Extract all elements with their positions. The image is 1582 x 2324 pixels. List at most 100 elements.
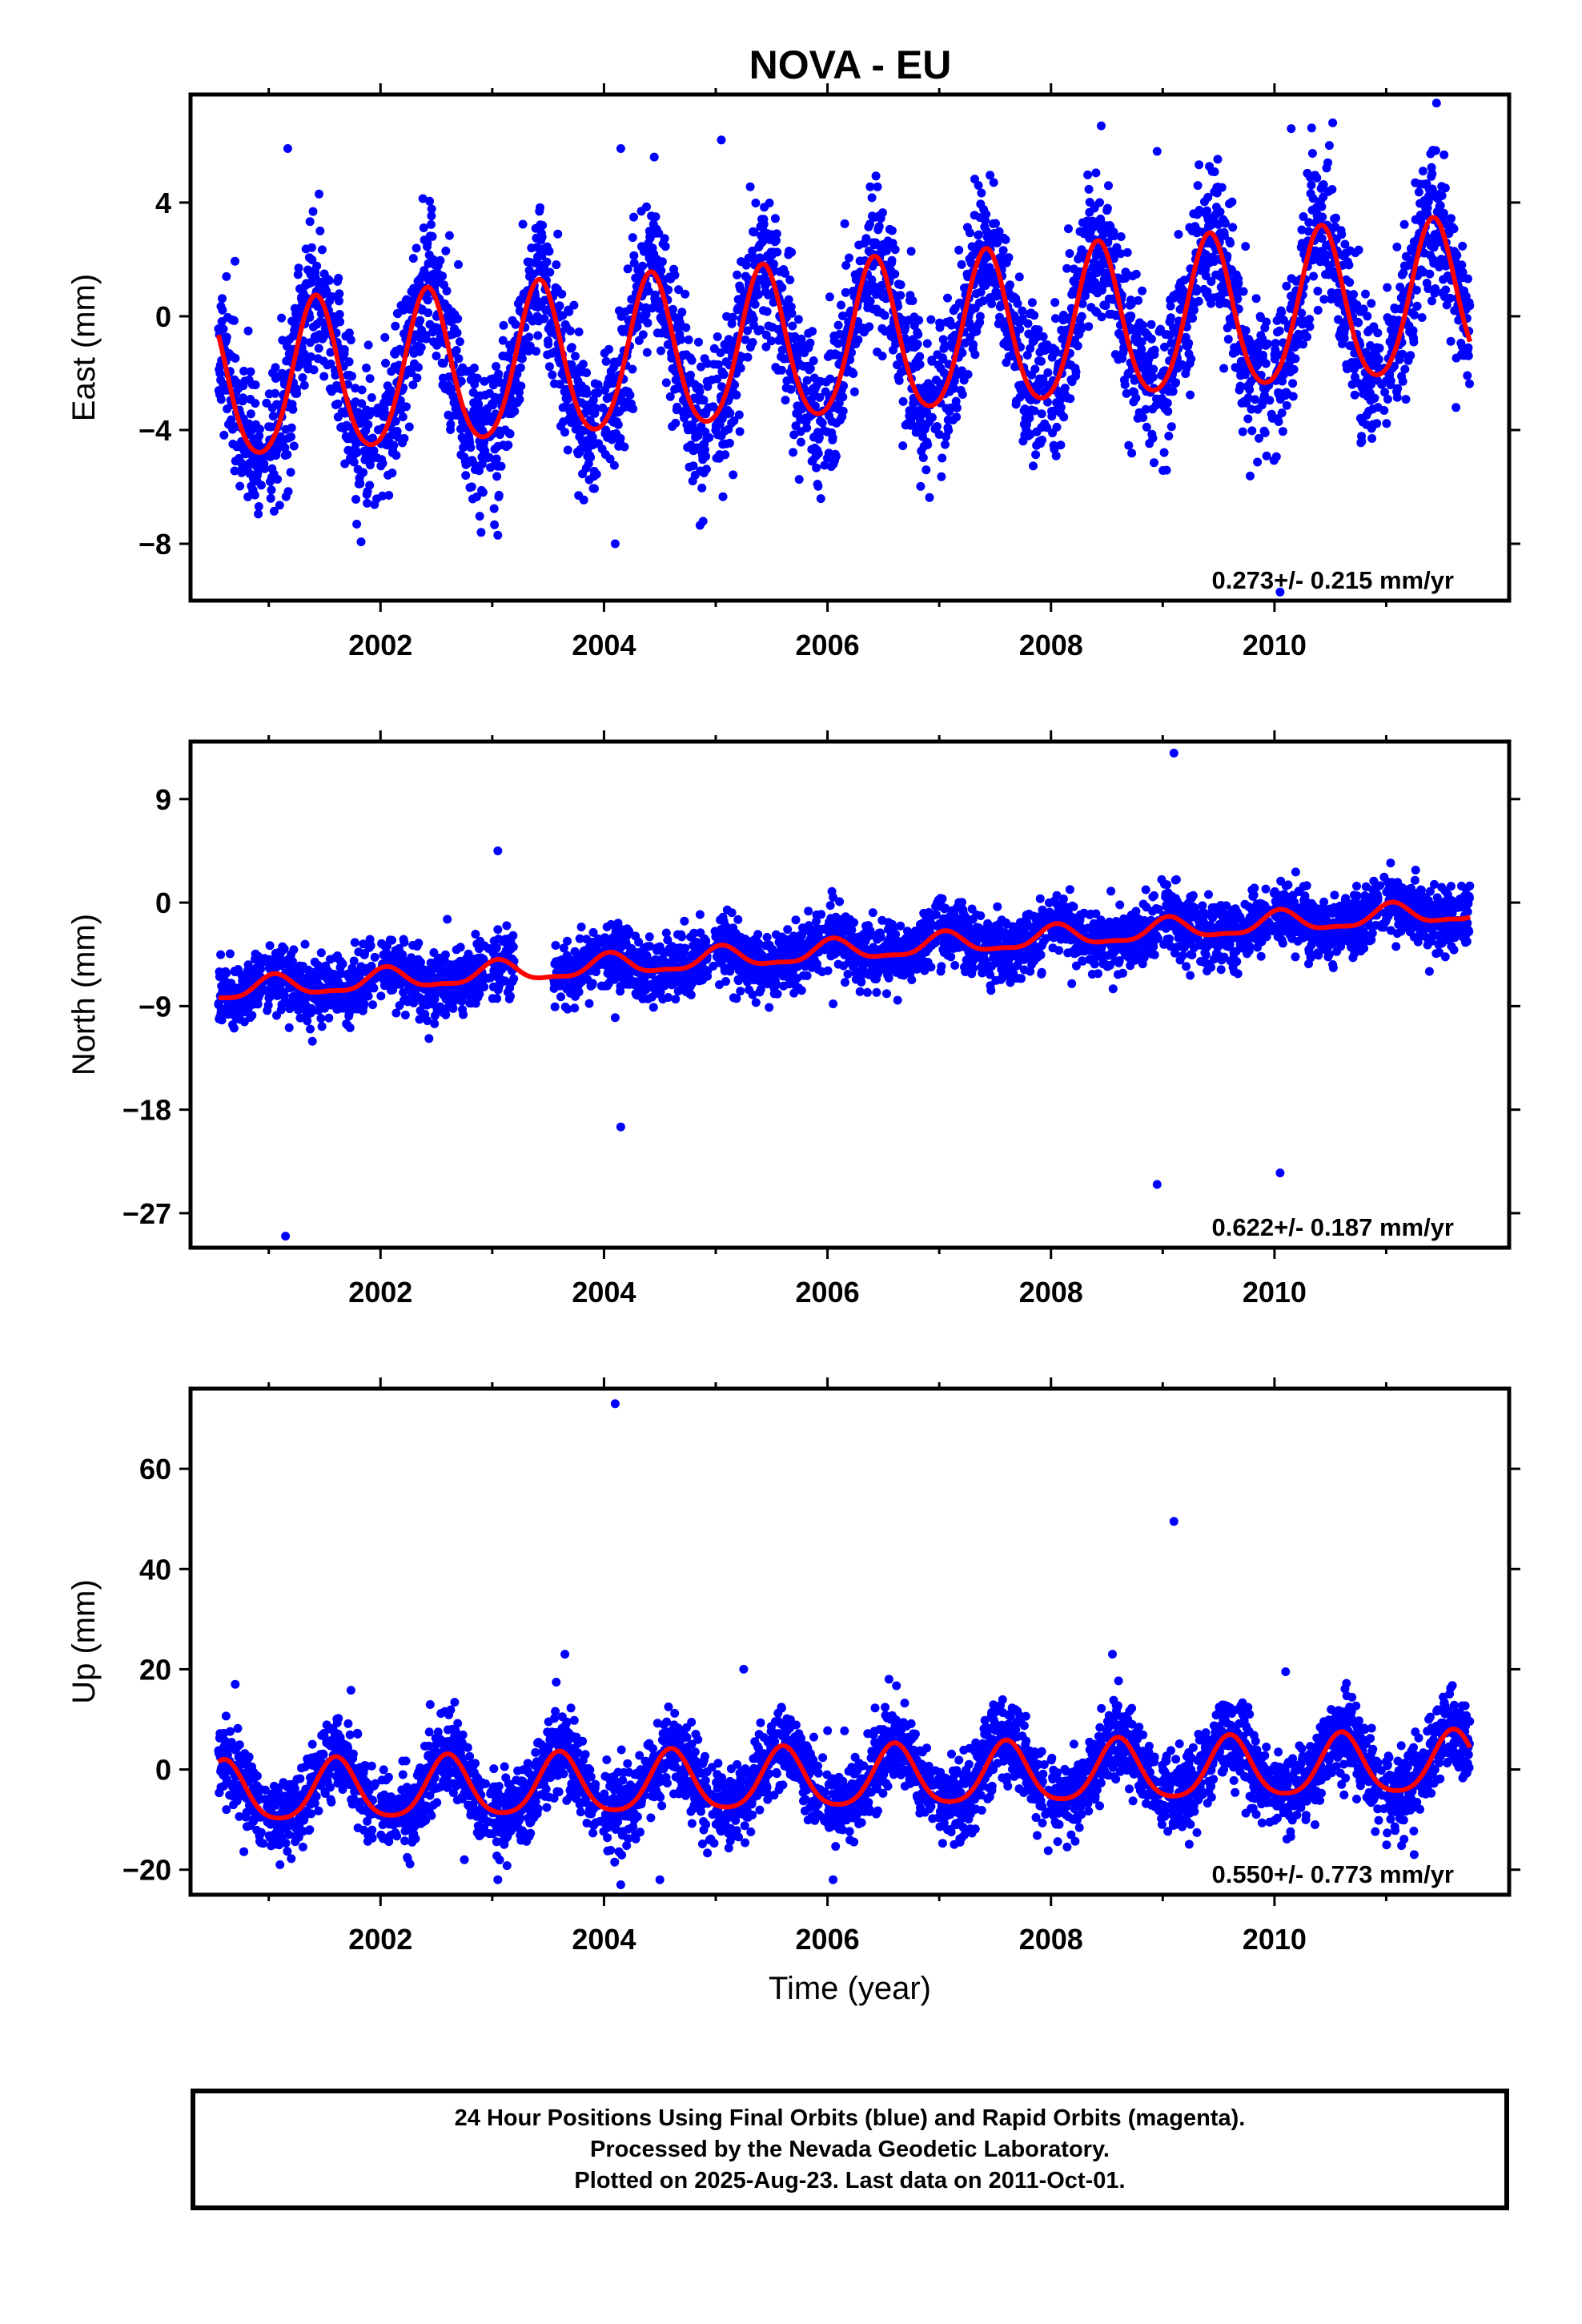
data-point <box>492 362 500 371</box>
data-point <box>1447 214 1456 223</box>
data-point <box>578 360 588 369</box>
data-point <box>805 364 815 373</box>
data-point <box>1380 388 1390 397</box>
data-point <box>218 305 227 315</box>
data-point <box>428 231 437 241</box>
data-point <box>1184 339 1194 348</box>
data-point <box>730 380 740 389</box>
data-point <box>1446 336 1456 346</box>
data-point <box>1116 249 1126 259</box>
data-point <box>1051 348 1061 357</box>
data-point <box>306 1024 315 1034</box>
data-point <box>1319 180 1328 189</box>
data-point <box>1168 387 1178 396</box>
data-point <box>334 273 343 283</box>
data-point <box>926 315 936 324</box>
data-point <box>588 395 598 404</box>
data-point <box>697 483 707 493</box>
data-point <box>1367 434 1377 443</box>
data-point <box>1304 227 1313 236</box>
data-point <box>642 348 652 357</box>
data-point <box>493 925 503 935</box>
data-point <box>1458 241 1468 251</box>
outlier-point <box>1097 121 1106 131</box>
data-point <box>676 318 685 328</box>
data-point <box>1411 285 1421 295</box>
data-point <box>638 261 647 271</box>
data-point <box>427 219 436 229</box>
data-point <box>918 453 928 462</box>
data-point <box>741 335 750 344</box>
data-point <box>227 415 236 424</box>
outlier-point <box>1275 587 1285 597</box>
data-point <box>989 178 998 187</box>
data-point <box>1361 289 1370 299</box>
data-point <box>969 340 978 349</box>
data-point <box>582 368 592 377</box>
data-point <box>456 424 465 434</box>
data-point <box>1195 160 1204 170</box>
data-point <box>728 312 737 322</box>
data-point <box>1221 219 1230 228</box>
data-point <box>1023 319 1033 328</box>
data-point <box>544 362 554 372</box>
data-point <box>488 380 498 390</box>
data-point <box>1223 251 1232 261</box>
data-point <box>292 388 302 398</box>
data-point <box>289 441 299 451</box>
data-point <box>1031 450 1041 460</box>
data-point <box>551 941 560 950</box>
data-point <box>761 342 771 352</box>
data-point <box>974 230 983 239</box>
data-point <box>525 341 535 351</box>
data-point <box>338 959 347 969</box>
data-point <box>1026 344 1035 353</box>
data-point <box>273 475 283 484</box>
data-point <box>447 384 456 394</box>
data-point <box>533 331 543 340</box>
data-point <box>1431 284 1440 293</box>
data-point <box>508 931 518 940</box>
data-point <box>923 440 933 449</box>
data-point <box>438 271 448 281</box>
data-point <box>1223 335 1233 344</box>
data-point <box>673 402 682 412</box>
data-point <box>326 359 335 368</box>
data-point <box>810 401 820 411</box>
data-point <box>333 399 343 408</box>
data-point <box>425 196 435 206</box>
data-point <box>472 373 482 383</box>
rate-annotation: 0.273+/- 0.215 mm/yr <box>1212 566 1454 594</box>
data-point <box>1386 376 1395 385</box>
data-point <box>1337 230 1347 239</box>
data-point <box>674 285 684 295</box>
data-point <box>1056 440 1066 450</box>
data-point <box>1201 271 1211 280</box>
data-point <box>677 335 686 344</box>
data-point <box>400 1011 410 1019</box>
data-point <box>1060 384 1070 393</box>
data-point <box>251 399 260 408</box>
data-point <box>1317 202 1327 211</box>
data-point <box>300 939 310 949</box>
data-point <box>288 404 298 414</box>
data-point <box>788 321 797 331</box>
data-point <box>1126 300 1136 309</box>
data-point <box>1148 433 1158 443</box>
data-point <box>1399 268 1408 278</box>
data-point <box>1278 427 1287 436</box>
data-point <box>1162 398 1172 408</box>
data-point <box>759 219 769 229</box>
data-point <box>347 372 356 381</box>
data-point <box>1001 235 1010 244</box>
data-point <box>957 259 966 269</box>
data-point <box>1043 368 1053 377</box>
data-point <box>538 220 548 230</box>
outlier-point <box>610 539 620 549</box>
data-point <box>1354 318 1363 328</box>
data-point <box>786 302 796 312</box>
data-point <box>1282 400 1291 410</box>
data-point <box>1141 404 1150 414</box>
data-point <box>699 396 709 405</box>
data-point <box>841 260 851 270</box>
